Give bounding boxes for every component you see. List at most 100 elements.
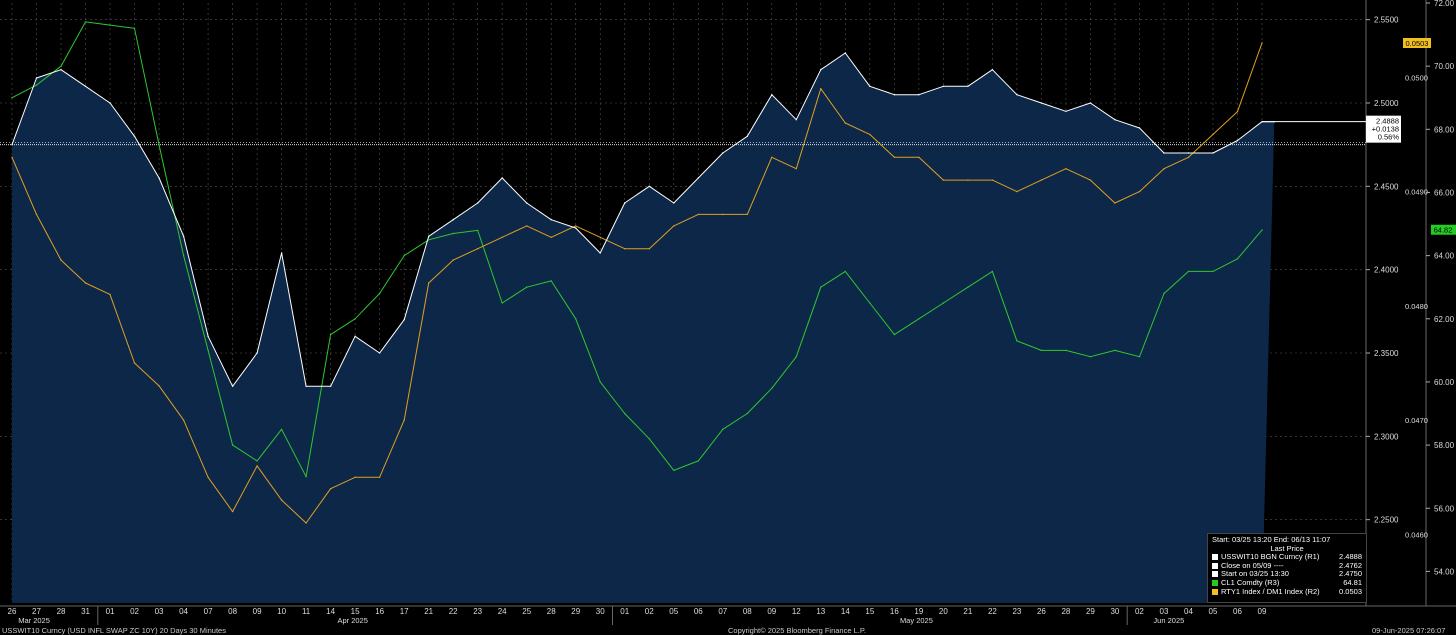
- x-tick-label: 28: [1061, 607, 1070, 616]
- x-tick-label: 11: [302, 607, 311, 616]
- x-tick-label: 16: [890, 607, 899, 616]
- usswit-area: [12, 53, 1275, 603]
- x-tick-label: 14: [326, 607, 335, 616]
- usswit-point: [1065, 110, 1067, 113]
- usswit-point: [599, 252, 601, 254]
- cl1-point: [182, 254, 185, 257]
- usswit-point: [722, 152, 724, 154]
- usswit-point: [991, 69, 994, 71]
- rty-point: [305, 522, 307, 524]
- cl1-point: [84, 21, 87, 23]
- r1-tick-label: 2.3000: [1374, 432, 1399, 441]
- legend-swatch: [1212, 554, 1218, 561]
- usswit-point: [918, 94, 920, 96]
- cl1-point: [133, 27, 136, 29]
- x-tick-label: 30: [596, 607, 605, 616]
- cl1-point: [795, 356, 797, 358]
- rty-point: [84, 282, 87, 284]
- usswit-point: [820, 69, 822, 71]
- rty-point: [942, 179, 945, 181]
- legend-label: RTY1 Index / DM1 Index (R2): [1221, 586, 1320, 596]
- cl1-point: [1065, 349, 1067, 352]
- rty-point: [795, 168, 797, 170]
- usswit-point: [35, 77, 38, 79]
- usswit-point: [207, 335, 209, 337]
- x-tick-label: 01: [106, 607, 115, 616]
- rty-point: [1261, 42, 1263, 44]
- rty-point: [526, 225, 528, 227]
- legend-row-close: Close on 05/09 ---- 2.4762: [1212, 561, 1362, 571]
- rty-point: [428, 282, 430, 284]
- cl1-point: [1187, 270, 1190, 273]
- rty-point: [329, 488, 332, 490]
- legend-row-usswit: USSWIT10 BGN Curncy (R1) 2.4888: [1212, 552, 1362, 562]
- rty-point: [35, 213, 38, 216]
- rty-point: [673, 225, 675, 227]
- usswit-point: [158, 177, 160, 179]
- r3-tick-label: 56.00: [1434, 504, 1455, 513]
- usswit-point: [967, 85, 969, 88]
- last-price-tag: [1366, 115, 1401, 143]
- usswit-point: [1187, 152, 1190, 154]
- x-tick-label: 16: [375, 607, 384, 616]
- x-tick-label: 17: [400, 607, 409, 616]
- legend-swatch: [1212, 571, 1218, 578]
- r1-tick-label: 2.5500: [1374, 16, 1399, 25]
- cl1-point: [648, 438, 650, 440]
- legend-swatch: [1212, 579, 1218, 586]
- rty-point: [158, 385, 160, 387]
- rty-point: [869, 133, 871, 136]
- r3-tick-label: 54.00: [1434, 567, 1455, 576]
- rty-point: [109, 293, 111, 296]
- cl1-point: [893, 333, 896, 336]
- cl1-point: [550, 280, 552, 282]
- usswit-point: [869, 85, 871, 88]
- rty-point: [280, 499, 283, 501]
- x-tick-label: 22: [449, 607, 458, 616]
- rty-point: [599, 236, 601, 238]
- rty-point: [11, 156, 13, 158]
- x-tick-label: 09: [1258, 607, 1267, 616]
- legend-label: CL1 Comdty (R3): [1221, 577, 1280, 587]
- x-tick-label: 06: [1233, 607, 1242, 616]
- cl1-value-tag: [1431, 224, 1456, 235]
- x-tick-label: 27: [32, 607, 41, 616]
- r2-tick-label: 0.0470: [1405, 416, 1428, 425]
- rty-point: [477, 248, 479, 250]
- x-tick-label: 20: [939, 607, 948, 616]
- usswit-point: [1089, 102, 1092, 104]
- legend-subheader: Last Price: [1270, 543, 1304, 553]
- rty-point: [1163, 168, 1165, 170]
- cl1-point: [1114, 349, 1116, 352]
- r2-tick-label: 0.0460: [1405, 530, 1428, 539]
- x-tick-label: 19: [914, 607, 923, 616]
- usswit-point: [673, 202, 675, 204]
- legend-value: 0.0503: [1339, 586, 1362, 596]
- x-tick-label: 07: [718, 607, 727, 616]
- cl1-point: [1016, 340, 1018, 342]
- x-tick-label: 02: [1135, 607, 1144, 616]
- cl1-point: [575, 318, 577, 320]
- cl1-point: [697, 460, 699, 462]
- legend-row-start: Start on 03/25 13:30 2.4750: [1212, 570, 1362, 579]
- rty-point: [256, 465, 258, 467]
- rty-point: [722, 213, 724, 216]
- cl1-point: [378, 292, 381, 295]
- cl1-point: [329, 333, 332, 336]
- last-price-tag-text: 0.56%: [1378, 133, 1400, 142]
- cl1-point: [746, 412, 748, 415]
- cl1-point: [280, 428, 283, 430]
- r3-tick-label: 70.00: [1434, 62, 1455, 71]
- x-tick-label: 23: [473, 607, 482, 616]
- x-tick-label: 09: [253, 607, 262, 616]
- usswit-point: [231, 385, 234, 387]
- x-tick-label: 26: [8, 607, 17, 616]
- rty-point: [1212, 133, 1214, 136]
- cl1-point: [477, 229, 479, 232]
- month-label: Mar 2025: [18, 616, 50, 625]
- r1-tick-label: 2.5000: [1374, 99, 1399, 108]
- cl1-point: [231, 444, 234, 446]
- rty-point: [967, 179, 969, 181]
- rty-point: [133, 362, 136, 364]
- rty-point: [60, 259, 62, 261]
